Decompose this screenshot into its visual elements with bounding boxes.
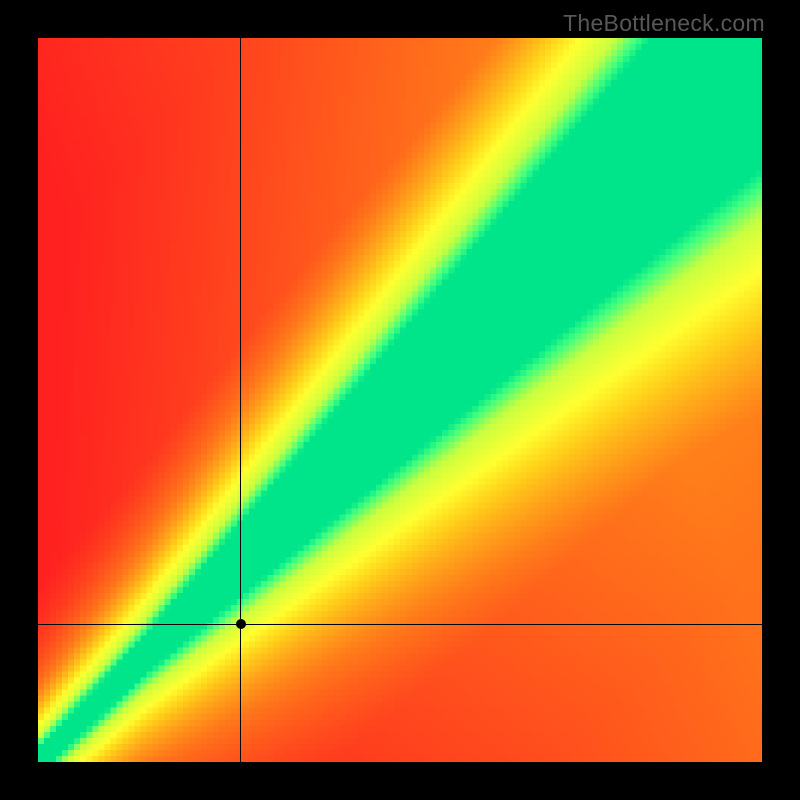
watermark-text: TheBottleneck.com xyxy=(563,10,765,37)
bottleneck-heatmap xyxy=(38,38,762,762)
crosshair-vertical-line xyxy=(240,38,241,762)
crosshair-horizontal-line xyxy=(38,624,762,625)
